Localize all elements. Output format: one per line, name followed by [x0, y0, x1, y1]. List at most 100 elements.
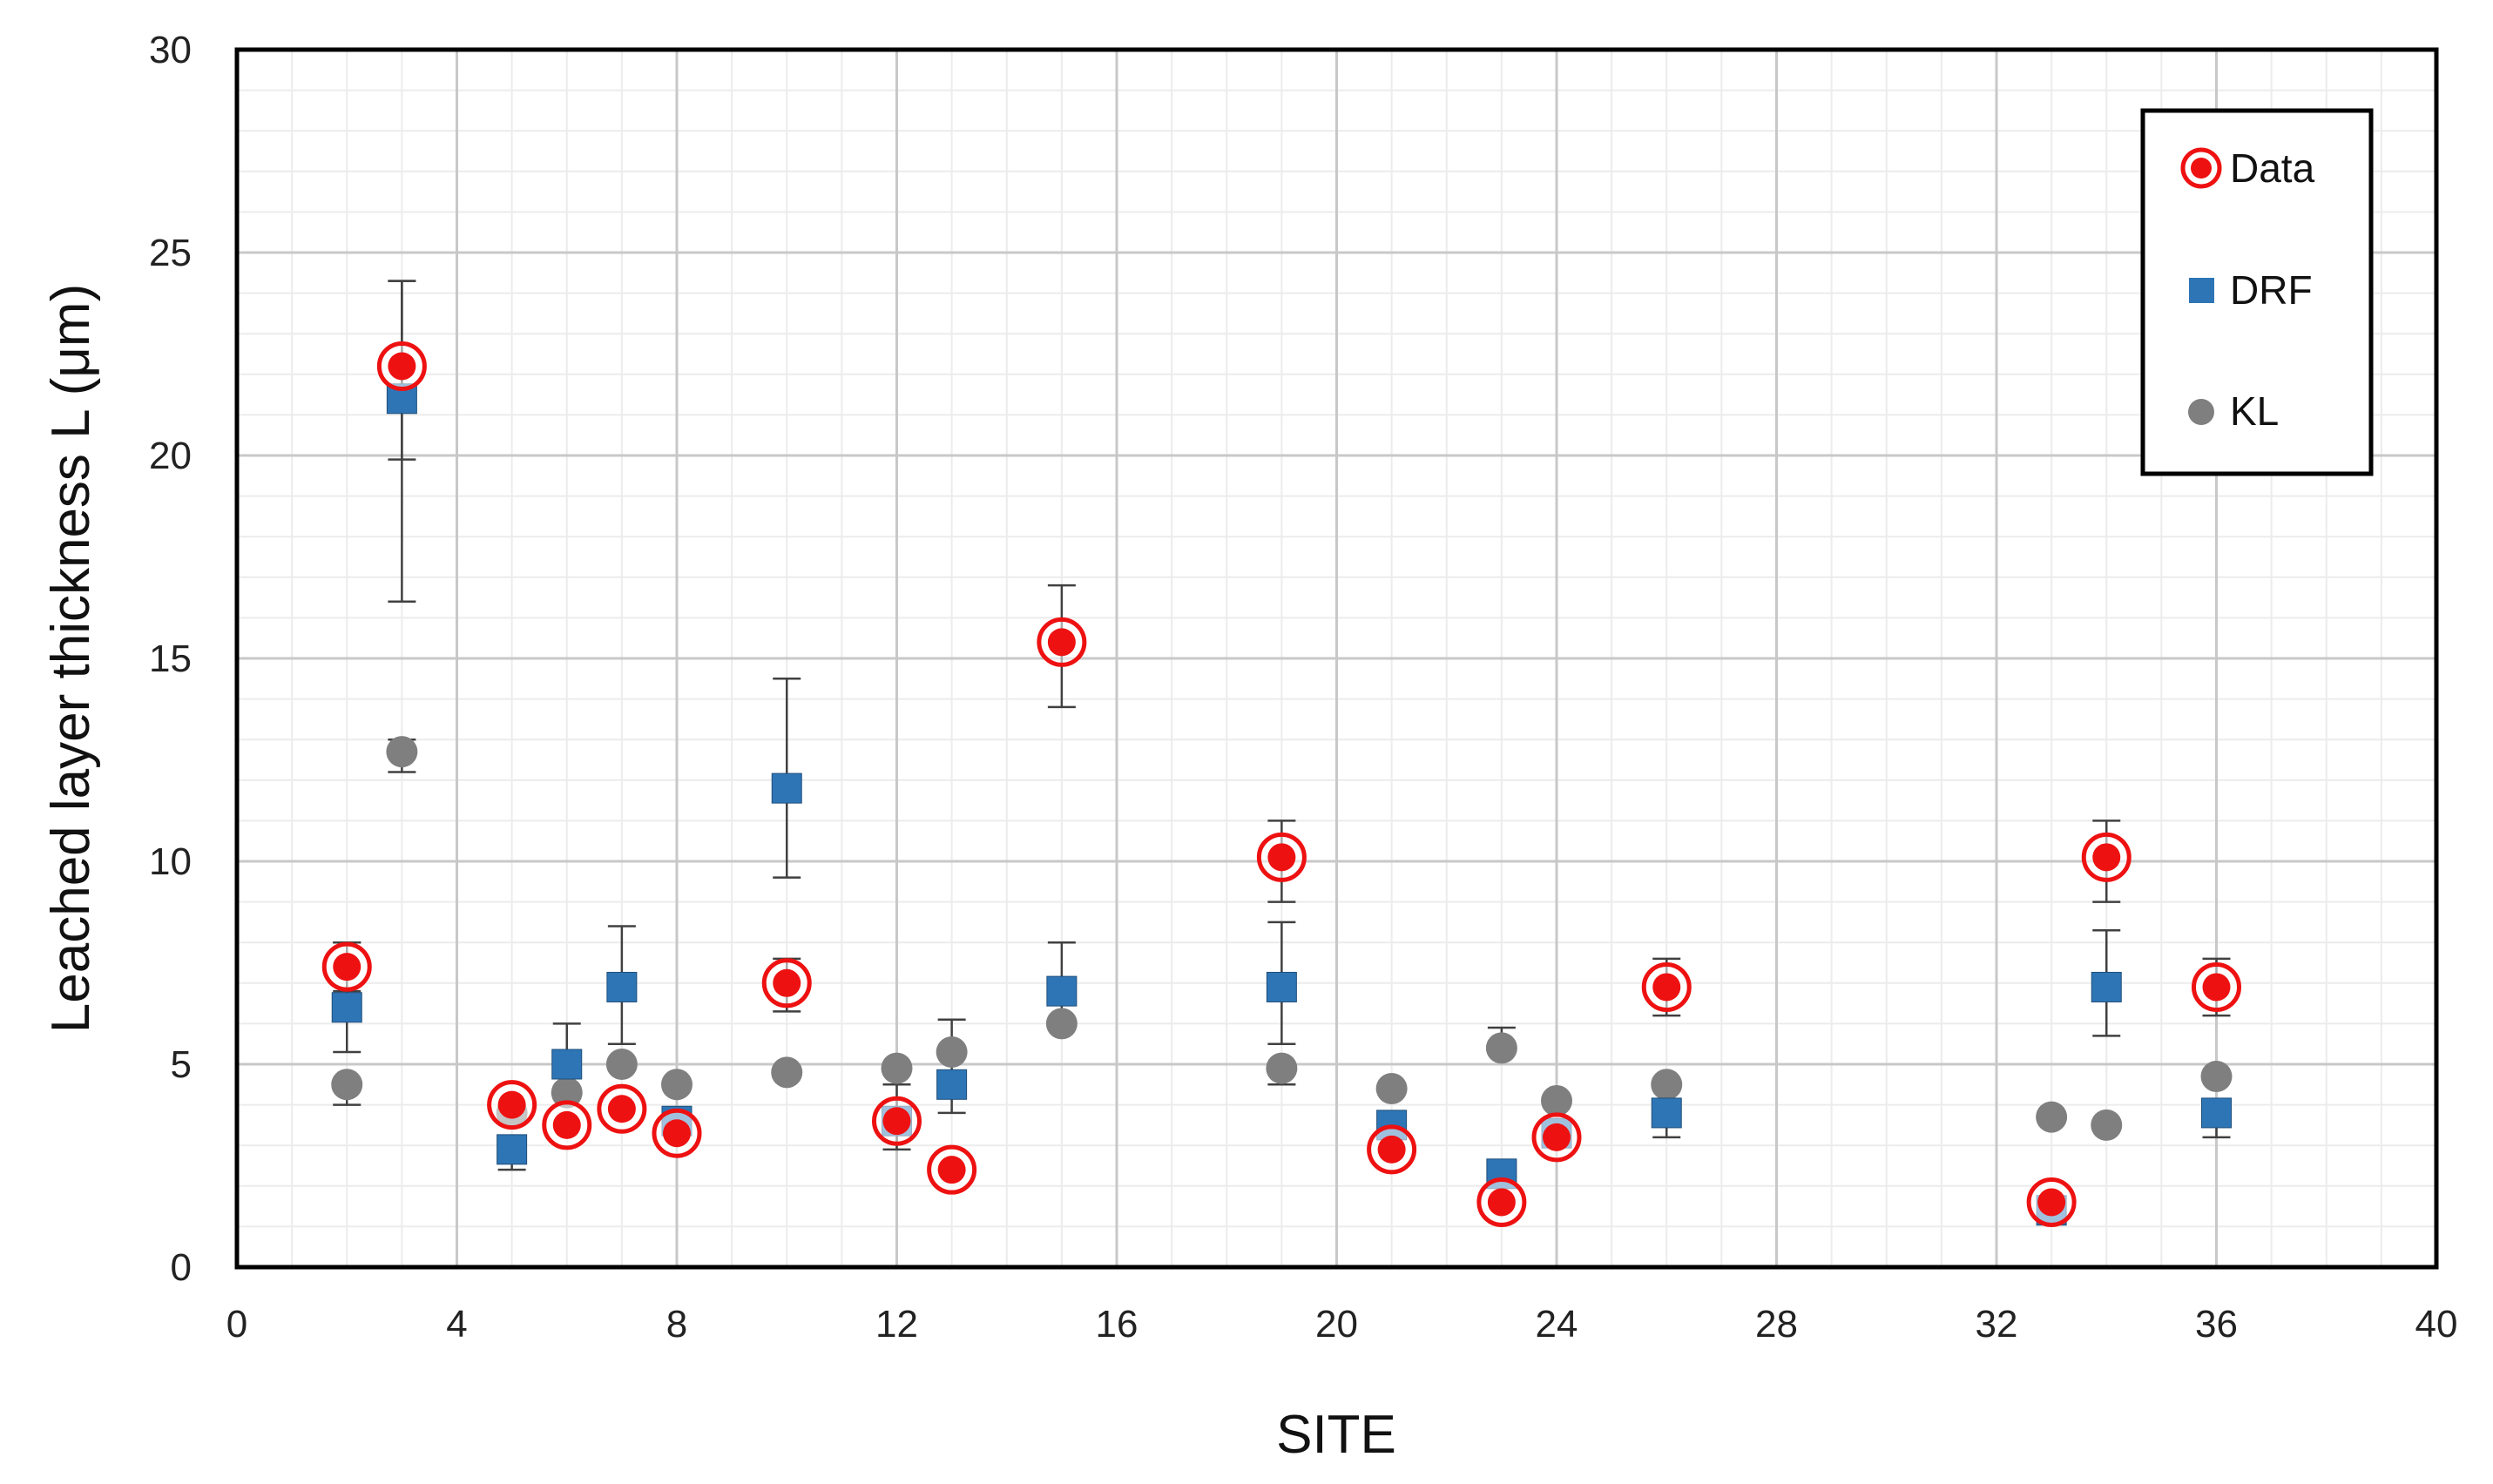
point-drf [936, 1069, 968, 1100]
point-data-dot [663, 1119, 691, 1148]
point-data-dot [333, 953, 361, 981]
point-data [872, 1096, 922, 1146]
legend-box [2140, 108, 2374, 476]
x-tick-label: 8 [666, 1303, 687, 1346]
x-tick-label: 32 [1976, 1303, 2018, 1346]
point-drf [2201, 1097, 2232, 1129]
point-data [597, 1083, 647, 1134]
legend-label-data: Data [2230, 145, 2315, 191]
point-kl [2200, 1060, 2233, 1092]
point-kl [2091, 1109, 2123, 1141]
legend-label-drf: DRF [2230, 267, 2313, 313]
point-data-dot [1267, 843, 1296, 872]
point-data [376, 341, 427, 391]
legend-item-drf: DRF [2189, 267, 2313, 313]
point-kl [1541, 1084, 1572, 1116]
point-data-dot [773, 968, 801, 997]
point-data [761, 958, 812, 1008]
point-data [1037, 617, 1087, 667]
legend-marker-drf [2189, 278, 2214, 303]
point-data-dot [1652, 973, 1681, 1002]
plot-area-frame [234, 47, 2439, 1270]
point-data-dot [2202, 973, 2231, 1002]
point-drf [1046, 975, 1078, 1007]
x-tick-label: 16 [1096, 1303, 1138, 1346]
legend: Data DRF KL [2140, 108, 2374, 476]
x-tick-label: 12 [875, 1303, 918, 1346]
point-kl [605, 1049, 638, 1080]
x-tick-label: 28 [1755, 1303, 1798, 1346]
legend-item-kl: KL [2188, 388, 2279, 434]
point-data-dot [2092, 843, 2121, 872]
point-kl [771, 1056, 803, 1089]
point-data [652, 1108, 702, 1158]
y-tick-label: 10 [149, 840, 192, 883]
point-kl [1375, 1072, 1408, 1104]
point-drf [331, 992, 362, 1023]
point-data [2192, 961, 2241, 1012]
point-kl [1266, 1052, 1298, 1084]
point-data-dot [607, 1095, 636, 1123]
legend-item-data: Data [2180, 145, 2315, 191]
y-tick-label: 25 [149, 232, 192, 274]
point-data-dot [1377, 1135, 1406, 1164]
point-drf [497, 1134, 528, 1165]
point-data [2081, 832, 2132, 882]
y-tick-label: 20 [149, 435, 192, 477]
x-tick-label: 36 [2195, 1303, 2238, 1346]
point-data [1476, 1177, 1527, 1227]
x-tick-label: 20 [1315, 1303, 1358, 1346]
x-axis-title: SITE [1276, 1405, 1396, 1465]
point-data-dot [497, 1090, 526, 1119]
point-kl [1651, 1069, 1683, 1101]
point-kl [551, 1076, 583, 1109]
point-data-dot [1543, 1123, 1571, 1151]
point-data-dot [388, 352, 416, 381]
point-data [927, 1144, 977, 1195]
point-kl [331, 1069, 363, 1101]
point-kl [386, 736, 418, 768]
data-points [321, 341, 2241, 1227]
point-data-dot [552, 1110, 581, 1139]
point-kl [881, 1052, 913, 1084]
point-drf [1266, 971, 1297, 1002]
x-tick-label: 24 [1536, 1303, 1578, 1346]
point-data [1531, 1112, 1582, 1163]
point-data-dot [2037, 1188, 2066, 1217]
legend-marker-kl [2188, 399, 2214, 425]
major-gridlines [237, 50, 2436, 1267]
point-kl [2036, 1101, 2068, 1133]
point-kl [1485, 1032, 1517, 1064]
x-tick-label: 40 [2415, 1303, 2458, 1346]
point-drf [2091, 971, 2122, 1002]
point-data [1256, 832, 1307, 882]
x-tick-label: 0 [226, 1303, 247, 1346]
point-data [2026, 1177, 2077, 1227]
point-data [1367, 1124, 1417, 1175]
y-tick-label: 5 [171, 1043, 192, 1086]
axis-tick-labels: 0 4 8 12 16 20 24 28 32 36 40 0 5 10 15 20 25 30 [149, 29, 2457, 1346]
point-drf [771, 772, 802, 804]
point-data-dot [1047, 628, 1076, 657]
point-kl [936, 1036, 968, 1069]
point-data-dot [1487, 1188, 1516, 1217]
y-axis-title: Leached layer thickness L (μm) [41, 284, 101, 1033]
y-tick-label: 0 [171, 1246, 192, 1289]
point-drf [1651, 1097, 1682, 1129]
point-kl [661, 1069, 692, 1101]
legend-label-kl: KL [2230, 388, 2279, 434]
point-data-dot [937, 1156, 966, 1184]
y-tick-label: 15 [149, 637, 192, 680]
point-kl [1045, 1008, 1078, 1040]
point-drf [606, 971, 638, 1002]
point-data [487, 1080, 537, 1130]
point-data-dot [882, 1107, 911, 1136]
legend-marker-data-dot [2191, 158, 2212, 179]
y-tick-label: 30 [149, 29, 192, 71]
point-data [1641, 961, 1692, 1012]
point-data [321, 941, 372, 992]
x-tick-label: 4 [446, 1303, 467, 1346]
point-data [542, 1100, 592, 1150]
